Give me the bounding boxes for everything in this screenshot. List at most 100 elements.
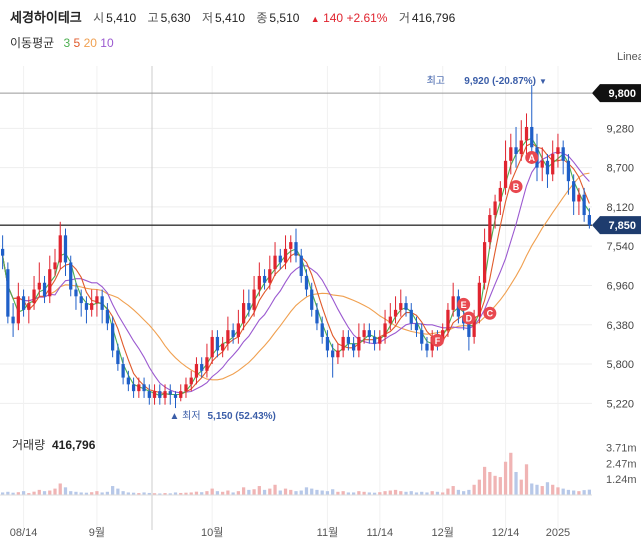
volume-bar: [493, 475, 497, 495]
candle-body: [331, 350, 335, 358]
candle-body: [42, 282, 47, 297]
volume-bar: [456, 489, 461, 495]
volume-bar: [121, 491, 125, 495]
candle-body: [58, 235, 62, 263]
candle-body: [524, 126, 529, 141]
candle-body: [540, 160, 544, 168]
volume-bar: [142, 492, 146, 495]
time-tick-label: 10월: [201, 526, 223, 539]
candle: [268, 255, 272, 290]
candle-body: [90, 303, 94, 310]
candle: [158, 384, 162, 405]
volume-bar: [352, 492, 356, 495]
candle: [399, 289, 403, 317]
candle-body: [231, 330, 235, 337]
candle-body: [53, 262, 57, 270]
moving-average-lines: [2, 137, 590, 397]
volume-bar: [37, 489, 41, 495]
volume-bar: [482, 466, 487, 495]
signal-marker-badge: [509, 180, 523, 194]
candle-body: [577, 194, 581, 202]
candle: [294, 228, 298, 263]
volume-bar: [430, 491, 434, 495]
volume-bar: [21, 491, 26, 495]
candle: [100, 289, 104, 324]
candle: [346, 330, 351, 351]
candle-body: [95, 296, 99, 304]
volume-bar: [425, 492, 429, 495]
candle: [0, 235, 5, 270]
volume-bar: [535, 484, 539, 495]
close-value: 5,510: [269, 11, 300, 25]
candle: [69, 255, 73, 297]
volume-bar: [189, 492, 193, 495]
candle-body: [79, 296, 83, 304]
volume-bar: [111, 486, 115, 495]
candle-body: [545, 160, 550, 175]
volume-bar: [514, 471, 518, 495]
volume-bar: [551, 484, 555, 495]
candle-body: [561, 147, 565, 161]
scale-mode-label[interactable]: Linea: [617, 51, 641, 63]
volume-bar: [16, 492, 20, 495]
volume-bar: [372, 492, 377, 495]
signal-marker-badge: [430, 333, 444, 347]
candle: [545, 154, 550, 188]
candle-body: [551, 154, 555, 175]
volume-bar: [441, 492, 445, 495]
volume-panel: 거래량 416,796: [12, 438, 96, 452]
candle-body: [27, 303, 31, 310]
candle: [231, 323, 235, 344]
volume-bar: [79, 492, 83, 495]
candle-body: [6, 269, 10, 317]
candle: [121, 357, 125, 385]
volume-bar: [95, 491, 99, 495]
moving-average-legend[interactable]: 이동평균 3 5 20 10: [10, 34, 114, 51]
candle-body: [100, 296, 104, 310]
high-label: 고: [147, 11, 159, 25]
volume-bar: [566, 489, 571, 495]
candle-body: [472, 316, 476, 337]
candle-body: [383, 323, 387, 337]
volume-bar: [173, 492, 178, 495]
candle-body: [393, 309, 398, 317]
volume-bar: [320, 490, 324, 495]
candle: [42, 275, 47, 304]
signal-marker-label: D: [466, 313, 473, 323]
candle-body: [163, 391, 167, 398]
candle: [320, 316, 324, 344]
extreme-annotations: 최고 9,920 (-20.87%) ▼ ▲ 최저 5,150 (52.43%): [170, 75, 547, 422]
volume-bar: [325, 491, 330, 495]
candle: [152, 384, 157, 405]
candle: [587, 208, 592, 229]
candle: [173, 391, 178, 409]
candle: [530, 84, 534, 155]
volume-bar: [252, 489, 256, 495]
candle-body: [467, 323, 471, 337]
candle: [556, 133, 560, 168]
volume-bar: [304, 487, 309, 495]
candle-body: [74, 289, 78, 297]
volume-bar: [561, 488, 565, 495]
high-price-badge: 9,800: [592, 84, 641, 103]
time-tick-label: 12월: [432, 526, 454, 539]
candle: [357, 323, 361, 358]
signal-marker-b: B: [509, 180, 523, 194]
time-tick-label: 11월: [317, 526, 339, 539]
candle: [179, 384, 183, 402]
candle: [168, 384, 172, 405]
volume-bar: [451, 486, 455, 495]
price-badges: 9,800 7,850: [592, 84, 641, 235]
volume-bar: [0, 492, 5, 495]
candle: [163, 384, 167, 405]
candle-body: [509, 147, 513, 161]
candle-body: [215, 336, 220, 351]
candle-body: [367, 330, 371, 337]
candle: [32, 275, 36, 310]
signal-marker-label: A: [529, 153, 536, 163]
volume-bar: [346, 492, 351, 495]
volume-bar: [540, 486, 544, 495]
volume-bar: [289, 489, 293, 495]
candle-body: [126, 377, 130, 385]
